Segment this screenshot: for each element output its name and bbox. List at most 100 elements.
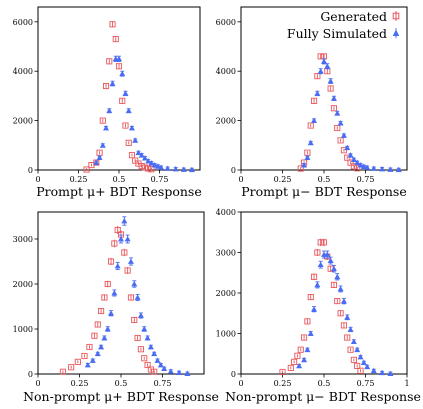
point-generated: [144, 361, 151, 369]
point-generated: [98, 307, 105, 315]
point-generated: [104, 280, 111, 288]
point-fully-simulated: [109, 80, 116, 87]
point-generated: [99, 117, 106, 124]
point-generated: [344, 334, 351, 341]
point-generated: [304, 318, 311, 325]
y-tick-label-nonprompt-mu-minus: 3000: [216, 249, 236, 258]
point-fully-simulated: [151, 162, 158, 168]
point-generated: [337, 310, 344, 317]
point-fully-simulated: [104, 326, 111, 332]
point-fully-simulated: [360, 359, 367, 366]
point-fully-simulated: [304, 154, 311, 161]
point-fully-simulated: [124, 234, 131, 244]
point-fully-simulated: [311, 306, 318, 313]
point-fully-simulated: [344, 314, 351, 321]
point-generated: [119, 97, 126, 104]
point-fully-simulated: [357, 353, 364, 360]
point-generated: [354, 165, 361, 172]
point-generated: [122, 122, 129, 129]
point-generated: [109, 21, 116, 28]
point-generated: [347, 159, 354, 166]
axes-frame-prompt-mu-plus: [37, 6, 201, 171]
point-fully-simulated: [314, 90, 321, 97]
point-generated: [81, 352, 88, 360]
y-tick-label-nonprompt-mu-minus: 2000: [216, 289, 236, 298]
x-tick-label-nonprompt-mu-minus: 0.5: [318, 379, 331, 388]
point-fully-simulated: [324, 63, 331, 70]
point-generated: [350, 356, 357, 363]
point-generated: [59, 368, 66, 375]
point-generated: [354, 362, 361, 369]
point-generated: [134, 334, 141, 342]
y-tick-label-prompt-mu-plus: 2000: [13, 117, 33, 126]
point-generated: [344, 154, 351, 161]
point-generated: [141, 355, 148, 362]
point-generated: [287, 364, 294, 371]
point-generated: [301, 334, 308, 341]
point-fully-simulated: [364, 164, 371, 170]
point-fully-simulated: [99, 142, 106, 148]
legend-marker-generated: [392, 11, 400, 21]
xlabel-nonprompt-mu-minus: Non-prompt μ− BDT Response: [225, 389, 421, 404]
point-generated: [68, 364, 75, 371]
point-generated: [107, 257, 115, 266]
x-tick-label-prompt-mu-minus: 0.25: [274, 175, 292, 184]
point-fully-simulated: [337, 285, 344, 293]
point-fully-simulated: [301, 162, 308, 168]
point-generated: [310, 273, 318, 280]
point-fully-simulated: [151, 350, 158, 357]
plot-area-nonprompt-mu-minus: 0 0.25 0.5 0.75 1 0 1000 2000 3000 4000: [216, 208, 410, 388]
x-tick-label-prompt-mu-minus: 0: [238, 175, 243, 184]
point-generated: [74, 358, 81, 365]
point-fully-simulated: [324, 250, 331, 259]
point-fully-simulated: [330, 95, 337, 101]
point-fully-simulated: [317, 68, 324, 75]
point-generated: [124, 267, 131, 274]
point-generated: [297, 165, 304, 172]
point-fully-simulated: [334, 273, 341, 281]
legend-label-generated: Generated: [320, 9, 387, 24]
point-fully-simulated: [321, 58, 327, 65]
point-generated: [304, 149, 311, 156]
point-fully-simulated: [141, 326, 148, 332]
x-tick-label-prompt-mu-minus: 0.75: [357, 175, 375, 184]
point-fully-simulated: [106, 107, 113, 114]
point-fully-simulated: [296, 362, 303, 369]
point-fully-simulated: [147, 344, 154, 350]
point-fully-simulated: [158, 164, 165, 170]
point-generated: [324, 68, 331, 75]
point-fully-simulated: [137, 312, 144, 319]
point-fully-simulated: [317, 260, 324, 269]
panel-nonprompt-mu-plus: 0 0.25 0.5 0.75 0 1000 2000 3000 Non-prompt μ+ …: [13, 211, 219, 404]
point-fully-simulated: [122, 90, 129, 97]
point-generated: [350, 163, 357, 170]
point-fully-simulated: [379, 369, 386, 376]
point-fully-simulated: [94, 350, 101, 357]
point-generated: [334, 124, 341, 132]
y-tick-label-nonprompt-mu-plus: 2000: [13, 280, 33, 289]
x-tick-label-prompt-mu-plus: 0.75: [151, 175, 169, 184]
x-tick-label-nonprompt-mu-minus: 0.75: [357, 379, 375, 388]
point-fully-simulated: [154, 163, 161, 169]
point-fully-simulated: [387, 166, 394, 172]
point-fully-simulated: [350, 338, 357, 344]
point-fully-simulated: [127, 257, 134, 266]
point-fully-simulated: [370, 165, 377, 171]
point-generated: [96, 149, 103, 156]
point-fully-simulated: [145, 158, 152, 164]
legend: Generated Fully Simulated: [287, 9, 400, 41]
point-fully-simulated: [118, 234, 124, 244]
point-fully-simulated: [337, 120, 344, 126]
point-fully-simulated: [89, 357, 96, 363]
point-generated: [340, 147, 347, 154]
point-fully-simulated: [364, 363, 371, 370]
point-generated: [114, 225, 121, 235]
point-fully-simulated: [134, 294, 141, 301]
point-generated: [347, 346, 354, 353]
point-fully-simulated: [334, 110, 341, 116]
x-tick-label-prompt-mu-plus: 0: [35, 175, 40, 184]
point-fully-simulated: [314, 281, 321, 289]
x-tick-label-nonprompt-mu-minus: 0: [238, 379, 243, 388]
point-fully-simulated: [188, 166, 195, 173]
